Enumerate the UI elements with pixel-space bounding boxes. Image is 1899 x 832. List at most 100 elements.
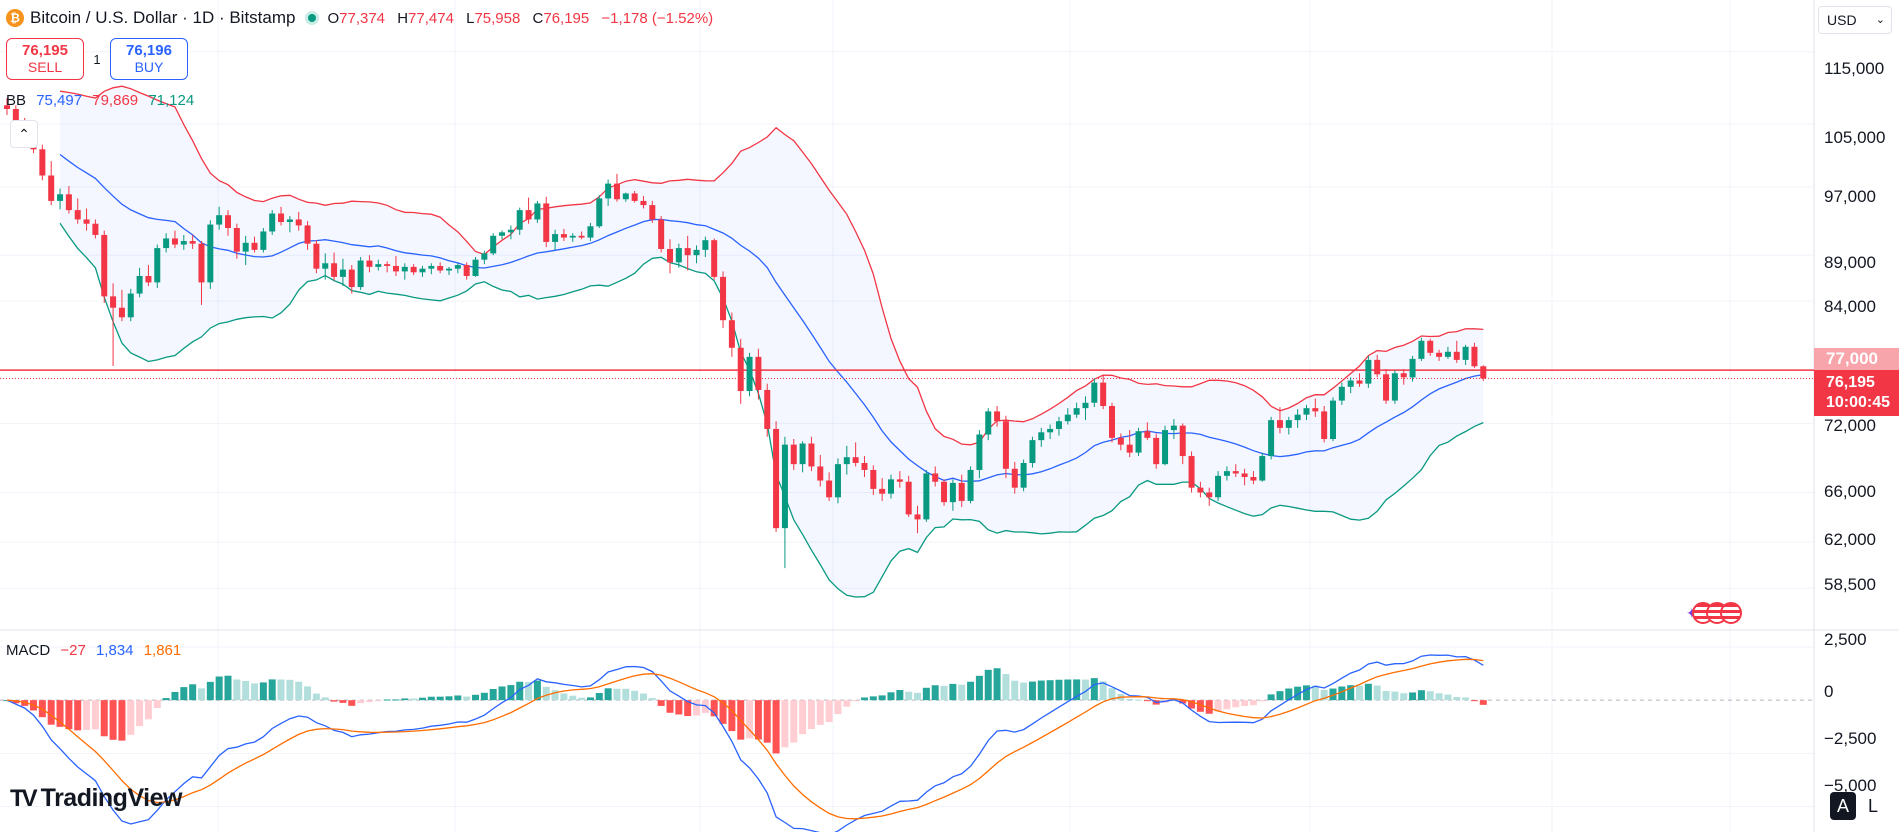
- candle: [39, 149, 46, 176]
- macd-histogram-bar: [940, 685, 948, 701]
- symbol-title[interactable]: Bitcoin / U.S. Dollar · 1D · Bitstamp: [30, 8, 296, 27]
- candle: [1100, 382, 1107, 406]
- macd-histogram-bar: [180, 687, 188, 701]
- candle: [118, 307, 125, 318]
- macd-histogram-bar: [1302, 685, 1310, 701]
- macd-histogram-bar: [1417, 690, 1425, 701]
- macd-histogram-bar: [1400, 693, 1408, 701]
- macd-histogram-bar: [136, 700, 144, 727]
- macd-histogram-bar: [860, 697, 868, 701]
- tradingview-logo-icon: TV: [10, 784, 38, 812]
- candle: [516, 210, 523, 230]
- price-tick: 115,000: [1824, 59, 1885, 78]
- bitcoin-icon: ₿: [6, 9, 24, 27]
- candle: [401, 266, 408, 272]
- macd-histogram-bar: [1347, 685, 1355, 701]
- macd-histogram-bar: [533, 680, 541, 701]
- macd-histogram-bar: [171, 691, 179, 701]
- high-value: 77,474: [408, 9, 454, 27]
- macd-histogram-bar: [922, 687, 930, 701]
- macd-histogram-bar: [472, 694, 480, 701]
- tradingview-logo: TV TradingView: [10, 784, 182, 813]
- bb-upper-line: [59, 85, 1484, 446]
- macd-histogram-bar: [728, 700, 736, 732]
- candle: [1356, 380, 1363, 384]
- auto-scale-button[interactable]: A: [1830, 792, 1856, 820]
- candle: [1109, 405, 1115, 438]
- candle: [437, 265, 444, 271]
- bb-lower-value: 71,124: [148, 92, 195, 109]
- candle: [463, 265, 470, 276]
- candle: [12, 109, 19, 127]
- bb-legend[interactable]: BB 75,497 79,869 71,124: [6, 92, 194, 109]
- price-tick: 66,000: [1824, 482, 1876, 501]
- macd-histogram-bar: [277, 679, 285, 701]
- bb-fill: [60, 86, 1484, 597]
- macd-histogram-bar: [47, 700, 55, 725]
- macd-histogram-bar: [1073, 679, 1081, 701]
- candle: [198, 243, 205, 283]
- macd-histogram-bar: [1294, 686, 1302, 701]
- macd-histogram-bar: [1037, 680, 1045, 701]
- candle: [74, 210, 81, 220]
- economic-events-markers[interactable]: ✦: [1686, 602, 1742, 624]
- candle: [967, 469, 974, 501]
- collapse-legend-button[interactable]: ⌃: [10, 120, 38, 148]
- candle: [1002, 421, 1009, 469]
- candle: [834, 464, 841, 498]
- macd-histogram-bar: [1205, 700, 1213, 714]
- candle: [110, 296, 117, 308]
- macd-histogram-bar: [1356, 685, 1364, 701]
- candle: [817, 466, 824, 481]
- macd-hist-value: −27: [60, 642, 86, 659]
- candle: [1259, 456, 1266, 481]
- candle: [1462, 346, 1469, 360]
- candle: [949, 482, 956, 503]
- macd-legend[interactable]: MACD −27 1,834 1,861: [6, 642, 181, 659]
- bar-countdown: 10:00:45: [1826, 394, 1891, 411]
- macd-histogram-bar: [816, 700, 824, 725]
- macd-histogram-bar: [675, 700, 683, 715]
- candle: [525, 210, 532, 220]
- candle: [313, 243, 320, 269]
- candle: [870, 469, 877, 489]
- candle: [728, 320, 735, 348]
- macd-histogram-bar: [569, 695, 577, 701]
- candle: [896, 479, 903, 482]
- macd-histogram-bar: [251, 683, 259, 701]
- candle: [1020, 462, 1027, 488]
- market-status-icon[interactable]: [305, 11, 320, 25]
- macd-histogram-bar: [1214, 700, 1222, 712]
- candle: [384, 264, 391, 266]
- last-price-tag: 76,195 10:00:45: [1814, 370, 1899, 416]
- macd-histogram-bar: [843, 700, 851, 707]
- candle: [331, 263, 338, 277]
- candle: [658, 219, 665, 249]
- candle: [1073, 408, 1080, 415]
- us-flag-icon[interactable]: [1719, 602, 1742, 624]
- currency-select[interactable]: USD ⌄: [1818, 6, 1892, 34]
- macd-histogram-bar: [339, 700, 347, 703]
- sell-button[interactable]: 76,195 SELL: [6, 38, 84, 80]
- candle: [1117, 437, 1124, 445]
- candle: [83, 219, 90, 224]
- candle: [773, 428, 780, 529]
- candle: [693, 249, 700, 256]
- candle: [322, 263, 329, 269]
- order-quantity[interactable]: 1: [93, 51, 101, 67]
- candle: [631, 193, 638, 201]
- buy-button[interactable]: 76,196 BUY: [110, 38, 188, 80]
- candle: [154, 248, 161, 283]
- candle: [790, 444, 797, 465]
- ohlc-values: O77,374 H77,474 L75,958 C76,195 −1,178 (…: [327, 10, 721, 27]
- macd-histogram-bar: [799, 700, 807, 735]
- macd-histogram-bar: [1064, 679, 1072, 701]
- log-scale-button[interactable]: L: [1867, 796, 1878, 816]
- candle: [560, 234, 567, 238]
- macd-histogram-bar: [259, 682, 267, 701]
- candle: [1303, 408, 1310, 415]
- candle: [57, 194, 64, 201]
- candle: [490, 235, 497, 254]
- macd-histogram-bar: [1435, 693, 1443, 701]
